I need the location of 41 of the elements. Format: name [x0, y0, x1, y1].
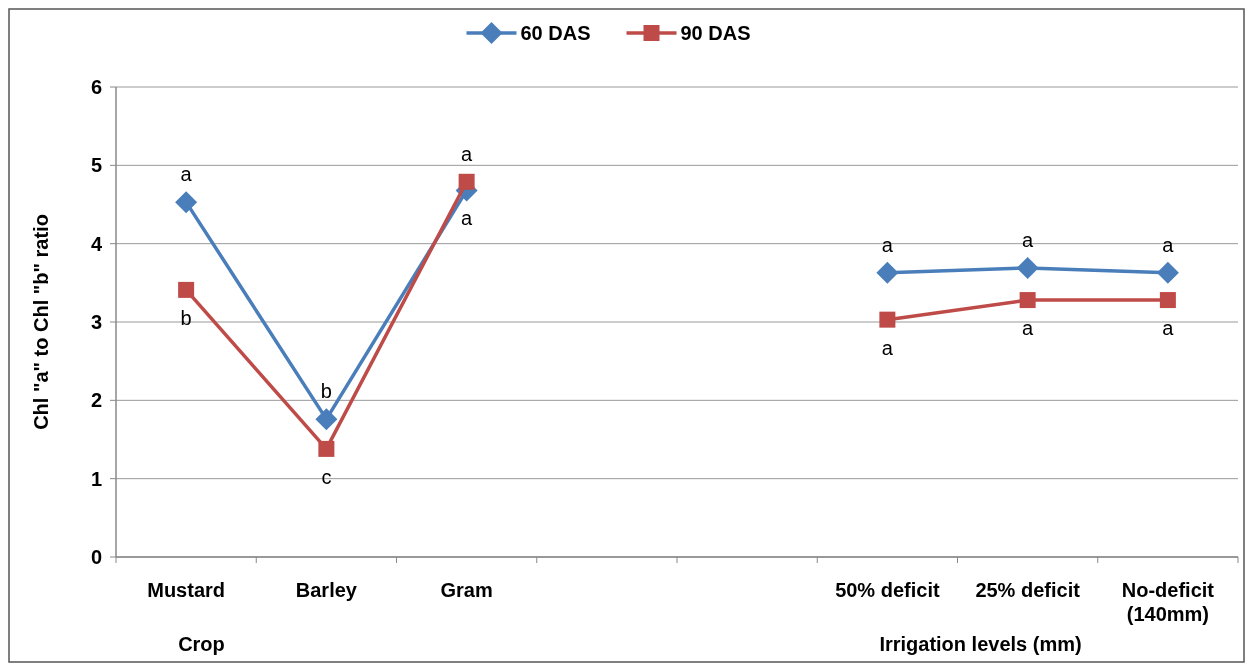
x-tick-label: Gram	[440, 579, 493, 601]
y-axis-title: Chl "a" to Chl "b" ratio	[30, 214, 52, 430]
annotation: c	[321, 465, 332, 488]
legend-label: 90 DAS	[680, 22, 751, 44]
text: Crop	[178, 633, 225, 655]
annotation: a	[1022, 228, 1035, 251]
point	[178, 281, 195, 298]
point	[318, 440, 335, 457]
y-tick-label: 5	[90, 154, 102, 177]
x-tick-label: No-deficit (140mm)	[1121, 579, 1215, 625]
y-tick-label: 3	[90, 311, 102, 333]
annotation: a	[461, 142, 474, 165]
annotation: b	[180, 306, 192, 329]
point	[315, 408, 338, 431]
x-tick-label: Barley	[295, 579, 358, 601]
annotation: a	[1022, 317, 1035, 340]
point	[1159, 292, 1176, 309]
x-tick-label: 50% deficit	[835, 579, 940, 601]
y-tick-label: 2	[90, 389, 102, 412]
annotation: a	[461, 207, 474, 230]
point	[1156, 261, 1179, 284]
legend-label: 60 DAS	[520, 22, 591, 44]
y-tick-label: 4	[90, 232, 103, 255]
point	[175, 191, 198, 214]
x-tick-label: Mustard	[147, 579, 226, 601]
y-tick-label: 0	[90, 546, 102, 568]
point	[458, 173, 475, 190]
y-tick-label: 1	[90, 467, 102, 490]
annotation: b	[320, 380, 332, 403]
annotation: a	[881, 336, 894, 359]
y-tick-label: 6	[90, 76, 102, 98]
point	[1016, 256, 1039, 279]
point	[1019, 292, 1036, 309]
annotation: a	[180, 163, 193, 186]
text: Irrigation levels (mm)	[879, 633, 1082, 655]
annotation: a	[881, 233, 894, 256]
x-tick-label: 25% deficit	[975, 579, 1081, 601]
annotation: a	[1162, 317, 1175, 340]
point	[879, 311, 896, 328]
point	[876, 261, 899, 284]
annotation: a	[1162, 233, 1175, 256]
